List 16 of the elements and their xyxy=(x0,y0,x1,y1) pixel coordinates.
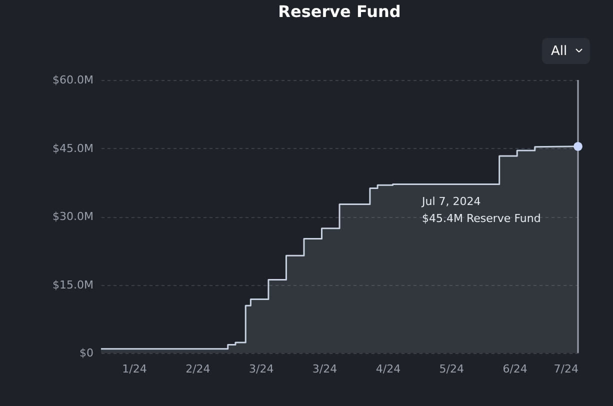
x-tick-label: 6/24 xyxy=(502,362,528,376)
x-tick-label: 7/24 xyxy=(554,362,578,376)
y-tick-label: $15.0M xyxy=(52,278,94,292)
y-tick-label: $60.0M xyxy=(52,74,94,86)
x-tick-label: 3/24 xyxy=(312,362,338,376)
x-tick-label: 3/24 xyxy=(248,362,274,376)
x-tick-label: 5/24 xyxy=(439,362,464,376)
chart-title: Reserve Fund xyxy=(278,2,401,21)
x-tick-label: 2/24 xyxy=(186,362,210,376)
y-tick-label: $45.0M xyxy=(52,142,94,155)
x-tick-label: 1/24 xyxy=(122,362,147,376)
x-tick-label: 4/24 xyxy=(376,362,401,376)
y-tick-label: $0 xyxy=(80,346,94,360)
text: All xyxy=(550,44,568,59)
annotation: Jul 7, 2024 $45.4M Reserve Fund xyxy=(421,195,541,225)
y-tick-label: $30.0M xyxy=(52,210,94,223)
